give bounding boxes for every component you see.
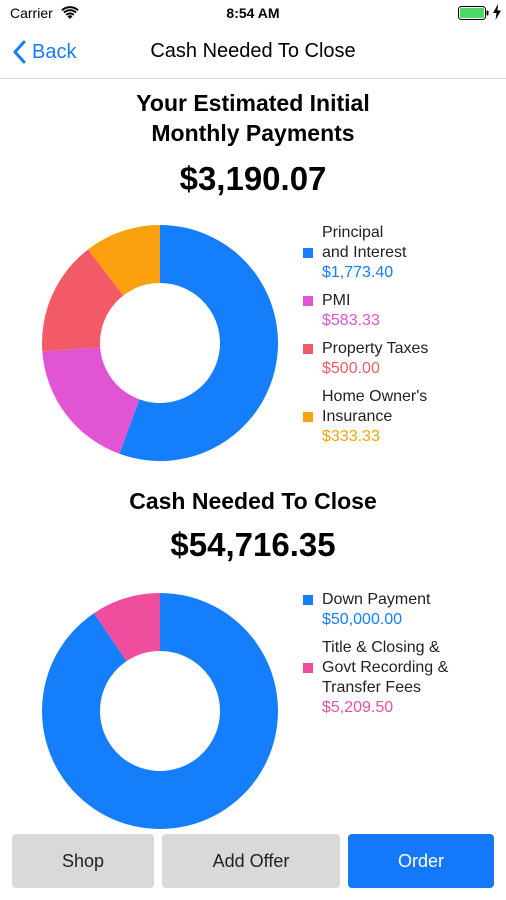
navigation-bar: Back Cash Needed To Close bbox=[0, 26, 506, 79]
shop-button[interactable]: Shop bbox=[12, 834, 154, 888]
monthly-payments-legend: Principal and Interest $1,773.40 PMI $583.3… bbox=[303, 223, 503, 455]
monthly-legend-value: $583.33 bbox=[322, 312, 380, 329]
monthly-legend-swatch bbox=[303, 344, 313, 354]
monthly-legend-swatch bbox=[303, 296, 313, 306]
monthly-legend-label: Property Taxes bbox=[322, 340, 429, 357]
cash-to-close-total: $54,716.35 bbox=[170, 526, 336, 563]
closing-legend-label: Title & Closing & Govt Recording & Trans… bbox=[322, 639, 449, 696]
monthly-slice-0 bbox=[119, 225, 278, 461]
order-button[interactable]: Order bbox=[348, 834, 494, 888]
wifi-icon bbox=[61, 6, 79, 19]
monthly-slice-2 bbox=[42, 249, 124, 352]
monthly-legend-item: Property Taxes $500.00 bbox=[303, 339, 503, 379]
closing-legend-item: Down Payment $50,000.00 bbox=[303, 590, 503, 630]
back-button[interactable]: Back bbox=[12, 38, 76, 66]
closing-legend-label: Down Payment bbox=[322, 591, 431, 608]
monthly-legend-item: Principal and Interest $1,773.40 bbox=[303, 223, 503, 283]
closing-legend-value: $5,209.50 bbox=[322, 699, 394, 716]
chevron-left-icon bbox=[13, 40, 26, 64]
closing-legend-value: $50,000.00 bbox=[322, 611, 403, 628]
monthly-payments-total: $3,190.07 bbox=[179, 160, 327, 197]
cash-to-close-legend: Down Payment $50,000.00 Title & Closing & … bbox=[303, 590, 503, 726]
charging-bolt-icon bbox=[493, 4, 501, 20]
cash-to-close-title: Cash Needed To Close bbox=[129, 488, 377, 514]
status-bar: Carrier 8:54 AM bbox=[0, 0, 506, 26]
monthly-payments-title: Your Estimated Initial Monthly Payments bbox=[0, 88, 506, 148]
monthly-legend-swatch bbox=[303, 248, 313, 258]
monthly-legend-label: PMI bbox=[322, 292, 351, 309]
monthly-legend-value: $1,773.40 bbox=[322, 264, 394, 281]
cash-to-close-donut-chart bbox=[41, 593, 278, 829]
page-title: Cash Needed To Close bbox=[150, 40, 356, 62]
closing-legend-item: Title & Closing & Govt Recording & Trans… bbox=[303, 638, 503, 718]
monthly-legend-item: Home Owner's Insurance $333.33 bbox=[303, 387, 503, 447]
monthly-slice-1 bbox=[42, 347, 140, 454]
monthly-legend-label: Home Owner's Insurance bbox=[322, 388, 428, 425]
status-time: 8:54 AM bbox=[226, 5, 280, 21]
monthly-legend-value: $333.33 bbox=[322, 428, 380, 445]
monthly-payments-title-text: Your Estimated Initial Monthly Payments bbox=[136, 90, 370, 146]
monthly-payments-donut-chart bbox=[42, 225, 278, 461]
closing-legend-swatch bbox=[303, 595, 313, 605]
monthly-legend-swatch bbox=[303, 412, 313, 422]
closing-legend-swatch bbox=[303, 663, 313, 673]
closing-slice-0 bbox=[41, 593, 278, 829]
battery-icon bbox=[458, 6, 489, 20]
add-offer-button[interactable]: Add Offer bbox=[162, 834, 340, 888]
carrier-label: Carrier bbox=[10, 5, 53, 21]
monthly-legend-item: PMI $583.33 bbox=[303, 291, 503, 331]
monthly-legend-value: $500.00 bbox=[322, 360, 380, 377]
monthly-slice-3 bbox=[87, 225, 160, 296]
closing-slice-1 bbox=[94, 593, 160, 662]
back-label: Back bbox=[32, 40, 77, 63]
monthly-legend-label: Principal and Interest bbox=[322, 224, 407, 261]
